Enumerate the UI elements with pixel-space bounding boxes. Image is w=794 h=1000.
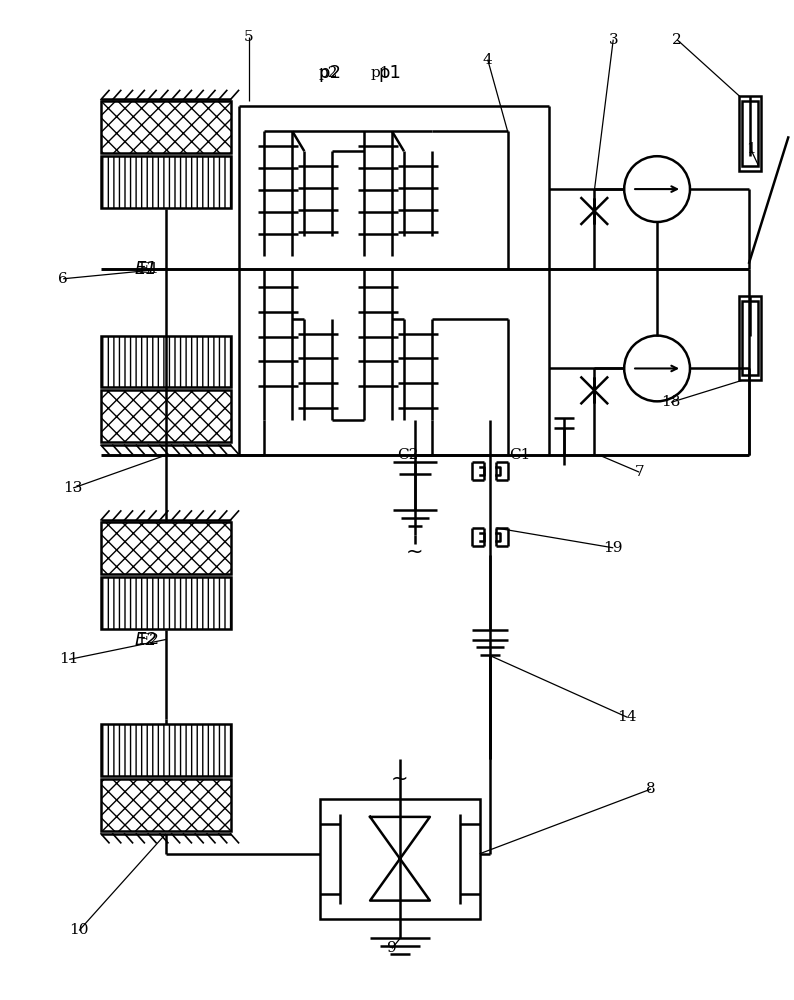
Text: 7: 7	[634, 465, 644, 479]
Text: p1: p1	[379, 64, 402, 82]
Bar	[101, 779, 230, 831]
Text: p2: p2	[318, 64, 341, 82]
Text: 13: 13	[64, 481, 83, 495]
Bar	[101, 336, 230, 387]
Bar	[101, 390, 230, 442]
Text: ~: ~	[391, 769, 409, 789]
Text: 5: 5	[244, 30, 253, 44]
Text: 14: 14	[618, 710, 637, 724]
Text: C2: C2	[397, 448, 418, 462]
Bar	[742, 301, 757, 375]
Bar	[101, 577, 230, 629]
Text: E2: E2	[134, 631, 157, 649]
Text: 2: 2	[673, 33, 682, 47]
Bar	[101, 156, 230, 208]
Text: p1: p1	[370, 66, 390, 80]
Bar	[320, 799, 480, 919]
Text: C1: C1	[509, 448, 530, 462]
Bar	[101, 522, 230, 574]
Text: 6: 6	[58, 272, 68, 286]
Text: p2: p2	[318, 66, 338, 80]
Bar	[738, 296, 761, 380]
Bar	[738, 96, 761, 171]
Bar	[742, 101, 757, 166]
Text: 18: 18	[661, 395, 680, 409]
Bar	[101, 724, 230, 776]
Text: ~: ~	[407, 542, 424, 562]
Text: 4: 4	[483, 53, 492, 67]
Text: 1: 1	[746, 142, 756, 156]
Text: E2: E2	[138, 633, 160, 647]
Text: 9: 9	[387, 941, 397, 955]
Text: 8: 8	[646, 782, 656, 796]
Text: E1: E1	[138, 262, 160, 276]
Text: 10: 10	[69, 923, 89, 937]
Text: E1: E1	[134, 260, 157, 278]
Text: 19: 19	[603, 541, 623, 555]
Bar	[101, 101, 230, 153]
Text: 3: 3	[608, 33, 618, 47]
Text: 11: 11	[60, 652, 79, 666]
